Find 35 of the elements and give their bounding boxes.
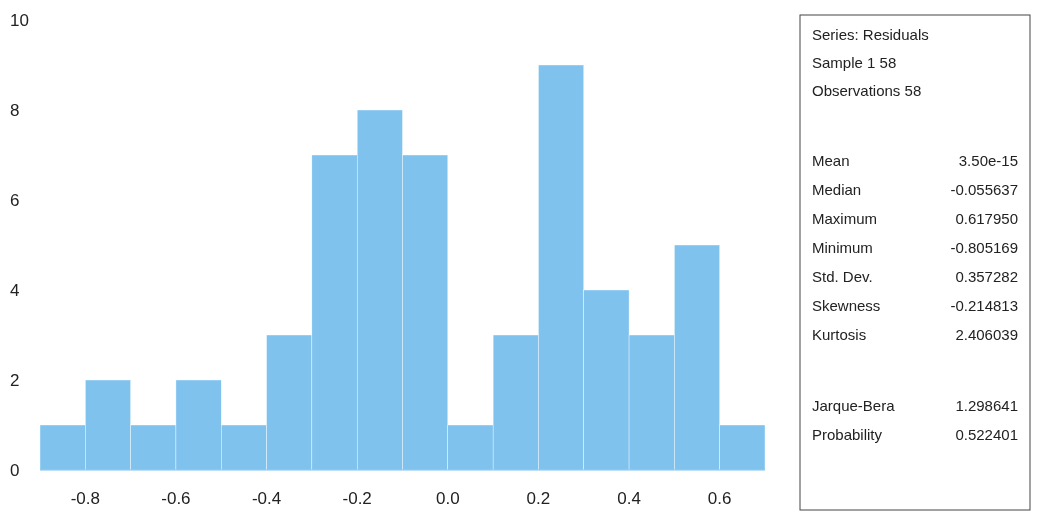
text: Mean: [812, 152, 850, 169]
y-tick-label: 10: [10, 11, 29, 30]
text: Observations 58: [812, 82, 922, 99]
text: Sample 1 58: [812, 54, 897, 71]
text: 2.406039: [955, 326, 1018, 343]
y-tick-label: 2: [10, 371, 20, 390]
x-tick-label: -0.4: [251, 489, 282, 508]
x-tick-label: 0.6: [707, 489, 732, 508]
text: Kurtosis: [812, 326, 867, 343]
text: Probability: [812, 426, 883, 443]
text: -0.055637: [950, 181, 1018, 198]
x-tick-label: 0.0: [435, 489, 460, 508]
text: -0.214813: [950, 297, 1018, 314]
text: Std. Dev.: [812, 268, 873, 285]
text: Jarque-Bera: [812, 397, 896, 414]
text: 0.617950: [955, 210, 1018, 227]
x-tick-label: 0.4: [617, 489, 641, 508]
text: 0.522401: [955, 426, 1018, 443]
x-tick-label: -0.6: [161, 489, 191, 508]
x-tick-label: -0.8: [70, 489, 100, 508]
text: Minimum: [812, 239, 873, 256]
x-tick-label: -0.2: [342, 489, 372, 508]
text: Series: Residuals: [812, 26, 929, 43]
text: 1.298641: [955, 397, 1018, 414]
text: 0.357282: [955, 268, 1018, 285]
text: -0.805169: [950, 239, 1018, 256]
x-tick-label: 0.2: [526, 489, 551, 508]
y-tick-label: 6: [10, 191, 20, 210]
text: Maximum: [812, 210, 878, 227]
text: Skewness: [812, 297, 881, 314]
y-tick-label: 4: [10, 281, 20, 300]
text: Median: [812, 181, 862, 198]
y-tick-label: 0: [10, 461, 20, 480]
text: 3.50e-15: [958, 152, 1018, 169]
y-tick-label: 8: [10, 101, 20, 120]
